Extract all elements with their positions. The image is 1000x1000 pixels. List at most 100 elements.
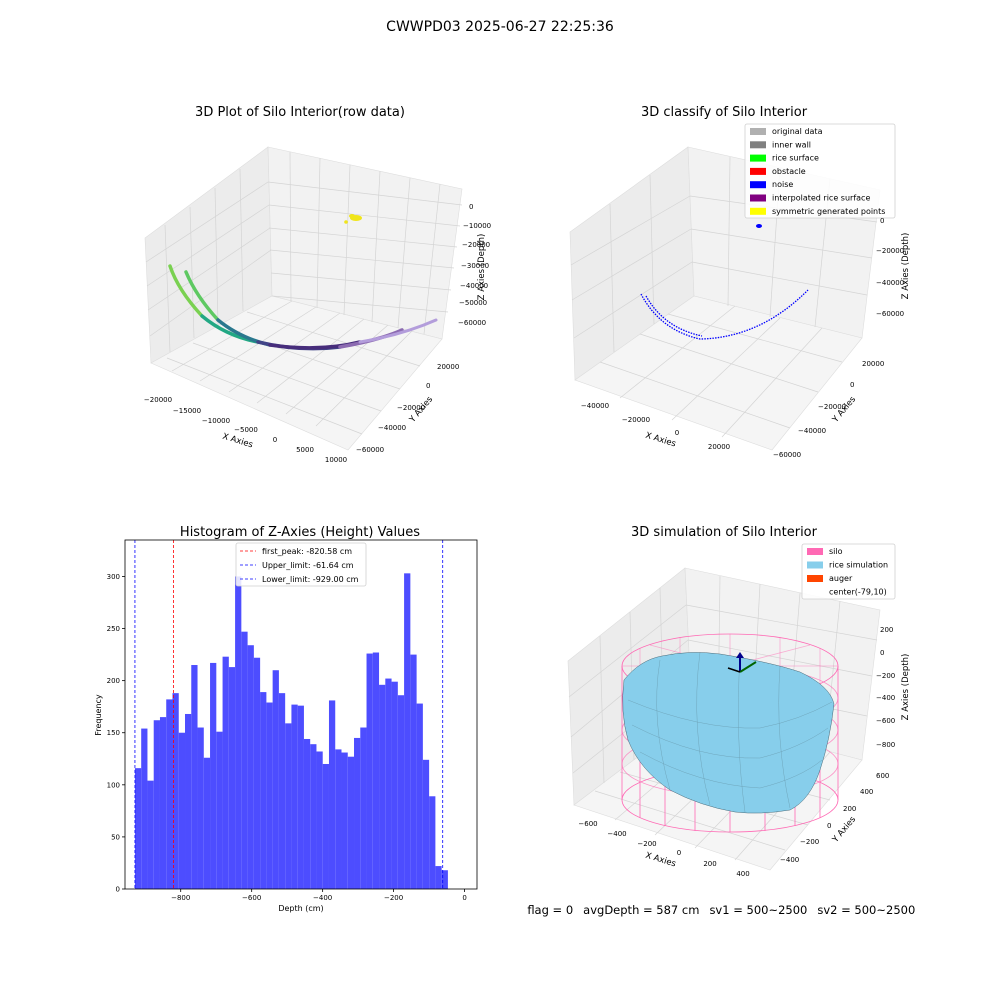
- figure-title: CWWPD03 2025-06-27 22:25:36: [386, 19, 614, 35]
- simulation-y-ticks: 600 400 200 0 −200 −400: [780, 772, 889, 864]
- histogram-bar: [416, 703, 423, 889]
- outlier-points: [344, 214, 362, 224]
- raw-3d-plot-title: 3D Plot of Silo Interior(row data): [195, 105, 405, 120]
- classify-z-ticks: 0 −20000 −40000 −60000: [876, 217, 904, 318]
- histogram-bar: [303, 738, 311, 889]
- histogram-bar: [197, 727, 204, 889]
- svg-text:0: 0: [469, 203, 473, 211]
- legend-swatch: [750, 194, 766, 202]
- legend-swatch: [750, 181, 766, 189]
- histogram-bar: [391, 681, 398, 889]
- classify-3d-plot: 3D classify of Silo Interior original da…: [569, 105, 911, 459]
- histogram-bar: [322, 763, 329, 889]
- svg-text:400: 400: [860, 788, 873, 796]
- svg-text:−20000: −20000: [144, 396, 172, 404]
- x-tick-label: −800: [171, 894, 190, 902]
- svg-text:−800: −800: [876, 741, 895, 749]
- svg-text:0: 0: [880, 217, 884, 225]
- histogram-bar: [228, 667, 236, 889]
- histogram-bar: [291, 704, 298, 889]
- histogram-bar: [141, 728, 148, 889]
- histogram-title: Histogram of Z-Axies (Height) Values: [180, 525, 420, 540]
- rice-mesh: [627, 651, 833, 813]
- histogram-bar: [166, 699, 173, 889]
- svg-text:20000: 20000: [862, 360, 884, 368]
- pane-floor: [150, 295, 443, 451]
- legend-swatch: [750, 207, 766, 215]
- legend-label: auger: [829, 574, 853, 583]
- grid-lines: [145, 151, 463, 435]
- x-tick-label: −600: [242, 894, 261, 902]
- histogram-bar: [366, 653, 373, 889]
- histogram-bar: [159, 717, 167, 889]
- legend-swatch: [807, 548, 823, 555]
- legend-label: interpolated rice surface: [772, 194, 870, 203]
- sv1-text: sv1 = 500~2500: [709, 903, 808, 917]
- histogram-bar: [172, 693, 179, 889]
- noise-arc-path-1: [640, 289, 809, 340]
- raw-x-ticks: −20000 −15000 −10000 −5000 0 5000 10000: [144, 396, 347, 464]
- histogram-bar: [178, 732, 186, 889]
- legend-label: Upper_limit: -61.64 cm: [262, 561, 354, 570]
- legend-swatch: [750, 154, 766, 162]
- histogram-bar: [397, 695, 405, 889]
- auger-arrow-x: [727, 667, 741, 673]
- histogram-bar: [235, 576, 242, 889]
- legend-label: obstacle: [772, 167, 806, 176]
- classify-x-label: X Axies: [644, 431, 677, 450]
- histogram-bar: [247, 645, 254, 889]
- x-tick-label: −400: [313, 894, 332, 902]
- histogram-bar: [266, 702, 273, 889]
- x-tick-label: 0: [462, 894, 466, 902]
- histogram-bar: [360, 727, 367, 889]
- svg-text:0: 0: [675, 429, 679, 437]
- svg-text:−15000: −15000: [173, 407, 201, 415]
- avg-depth-text: avgDepth = 587 cm: [583, 903, 700, 917]
- svg-text:−20000: −20000: [622, 416, 650, 424]
- x-tick-label: −200: [384, 894, 403, 902]
- svg-text:5000: 5000: [296, 446, 314, 454]
- svg-text:−20000: −20000: [876, 247, 904, 255]
- histogram-bar: [404, 573, 411, 889]
- legend-label: first_peak: -820.58 cm: [262, 547, 352, 556]
- legend-swatch: [750, 141, 766, 149]
- noise-arc: [640, 289, 809, 340]
- legend-label: rice simulation: [829, 561, 888, 570]
- simulation-legend: silo rice simulation auger center(-79,10): [801, 543, 896, 600]
- svg-text:20000: 20000: [437, 363, 459, 371]
- status-line: flag = 0 avgDepth = 587 cm sv1 = 500~2500 s…: [520, 889, 925, 917]
- y-tick-label: 50: [111, 833, 120, 841]
- svg-text:−200: −200: [800, 838, 819, 846]
- y-tick-label: 300: [107, 573, 120, 581]
- histogram-bar: [341, 752, 348, 889]
- auger-arrow-head: [736, 652, 744, 658]
- svg-text:0: 0: [426, 382, 430, 390]
- svg-text:0: 0: [677, 849, 681, 857]
- svg-text:−50000: −50000: [459, 299, 487, 307]
- legend-label: symmetric generated points: [772, 207, 885, 216]
- classify-x-ticks: −40000 −20000 0 20000: [581, 402, 730, 451]
- arc-segment-1: [168, 264, 204, 318]
- pane-floor: [574, 295, 863, 451]
- svg-text:−10000: −10000: [463, 222, 491, 230]
- histogram-bar: [147, 780, 154, 889]
- svg-text:−400: −400: [607, 830, 626, 838]
- svg-text:−40000: −40000: [378, 424, 406, 432]
- simulation-z-ticks: 200 0 −200 −400 −600 −800: [876, 626, 895, 749]
- legend-swatch: [807, 561, 823, 569]
- svg-text:−40000: −40000: [460, 282, 488, 290]
- legend-swatch: [750, 128, 766, 135]
- svg-text:−5000: −5000: [234, 426, 258, 434]
- raw-y-ticks: 20000 0 −20000 −40000 −60000: [356, 363, 459, 454]
- y-tick-label: 200: [107, 677, 120, 685]
- legend-label: noise: [772, 180, 793, 189]
- histogram-bar: [134, 768, 142, 889]
- legend-label: silo: [829, 547, 843, 556]
- svg-text:−40000: −40000: [798, 427, 826, 435]
- y-tick-label: 100: [107, 781, 120, 789]
- classify-z-label: Z Axies (Depth): [901, 233, 911, 300]
- histogram-bar: [203, 757, 211, 889]
- simulation-y-label: Y Axies: [830, 814, 858, 845]
- histogram-bar: [429, 796, 436, 889]
- histogram-bar: [241, 631, 248, 889]
